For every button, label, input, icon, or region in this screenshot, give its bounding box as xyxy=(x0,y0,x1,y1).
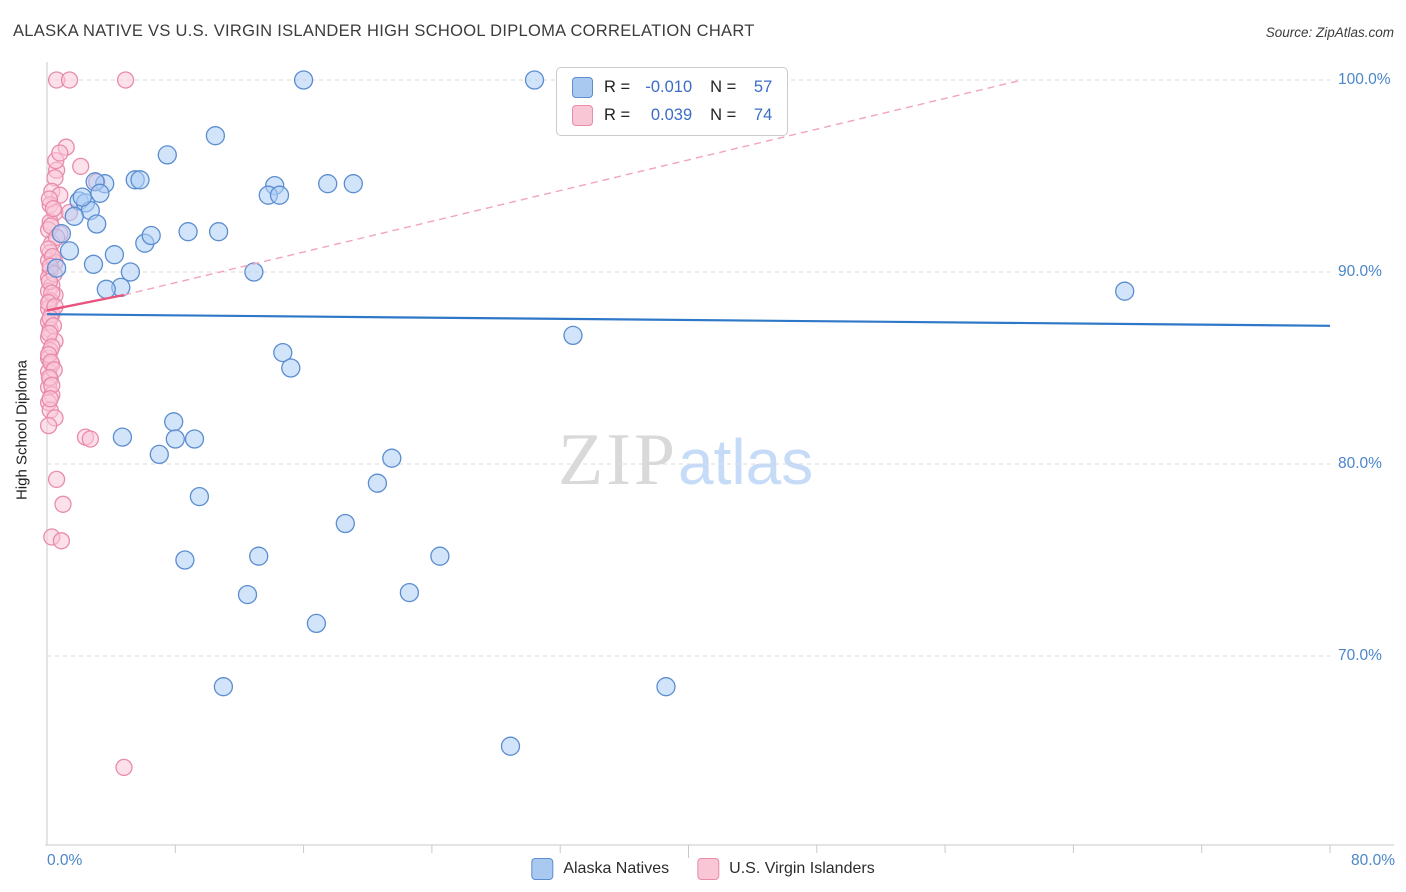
y-axis-title: High School Diploma xyxy=(13,359,31,501)
data-point-blue xyxy=(244,262,264,282)
data-point-blue xyxy=(249,546,269,566)
data-point-blue xyxy=(178,222,198,242)
page-title: ALASKA NATIVE VS U.S. VIRGIN ISLANDER HI… xyxy=(13,22,755,40)
data-point-blue xyxy=(184,429,205,449)
data-point-blue xyxy=(72,187,92,207)
n-label: N = xyxy=(710,106,737,124)
data-point-blue xyxy=(269,185,290,205)
data-point-pink xyxy=(72,157,90,176)
legend-item-virgin-islanders: U.S. Virgin Islanders xyxy=(697,858,875,880)
legend-item-alaska-natives: Alaska Natives xyxy=(531,858,669,880)
data-point-pink xyxy=(44,199,63,218)
data-point-blue xyxy=(382,448,402,468)
data-point-pink xyxy=(39,416,58,435)
data-point-blue xyxy=(399,582,420,603)
trend-line-pink-solid xyxy=(46,293,125,312)
n-value: 57 xyxy=(753,78,773,96)
data-point-pink xyxy=(81,430,99,448)
data-point-blue xyxy=(281,358,301,378)
data-point-blue xyxy=(1115,281,1135,301)
watermark-atlas: atlas xyxy=(678,426,814,498)
data-point-blue xyxy=(96,279,116,299)
x-axis-min-label: 0.0% xyxy=(47,852,83,869)
n-label: N = xyxy=(710,78,737,96)
data-point-pink xyxy=(41,390,59,408)
y-axis-tick-label: 100.0% xyxy=(1338,71,1391,88)
data-point-blue xyxy=(90,183,110,203)
n-value: 74 xyxy=(753,106,773,124)
data-point-blue xyxy=(112,427,133,447)
legend-item-label: Alaska Natives xyxy=(563,860,670,877)
data-point-pink xyxy=(116,71,135,89)
data-point-blue xyxy=(500,736,521,756)
data-point-blue xyxy=(367,473,388,493)
data-point-blue xyxy=(189,486,210,507)
y-axis-tick-label: 90.0% xyxy=(1338,263,1382,280)
data-point-blue xyxy=(563,325,583,346)
data-point-pink xyxy=(115,758,133,777)
r-label: R = xyxy=(604,78,631,96)
data-point-blue xyxy=(157,145,177,165)
data-point-blue xyxy=(213,677,234,697)
watermark-zip: ZIP xyxy=(558,419,678,501)
data-point-pink xyxy=(47,470,66,489)
data-point-blue xyxy=(164,412,184,432)
data-point-pink xyxy=(51,144,69,162)
data-point-blue xyxy=(130,170,150,190)
data-point-blue xyxy=(64,206,84,226)
data-point-blue xyxy=(237,584,258,605)
y-axis-tick-label: 80.0% xyxy=(1338,455,1382,472)
pink-series-swatch xyxy=(697,858,720,880)
blue-series-swatch xyxy=(572,77,593,98)
data-point-blue xyxy=(59,241,80,261)
data-point-blue xyxy=(205,126,226,146)
y-axis-tick-label: 70.0% xyxy=(1338,647,1382,664)
trend-line-blue-solid xyxy=(46,313,1331,327)
data-point-blue xyxy=(430,546,450,566)
data-point-blue xyxy=(46,258,67,278)
data-point-blue xyxy=(141,225,161,246)
x-axis-max-label: 80.0% xyxy=(1351,852,1395,869)
data-point-blue xyxy=(175,550,195,570)
data-point-pink xyxy=(52,532,71,550)
data-point-blue xyxy=(335,513,355,534)
data-point-blue xyxy=(87,214,107,234)
data-point-pink xyxy=(60,71,79,89)
pink-series-swatch xyxy=(572,105,593,126)
data-point-blue xyxy=(318,174,338,194)
data-point-pink xyxy=(54,495,72,513)
r-label: R = xyxy=(604,106,631,124)
legend-row-virgin-islanders: R = 0.039 N = 74 xyxy=(572,105,772,126)
data-point-blue xyxy=(104,245,125,265)
data-point-blue xyxy=(306,613,327,634)
data-point-blue xyxy=(656,677,676,697)
data-point-blue xyxy=(208,222,229,242)
r-value: 0.039 xyxy=(650,106,693,124)
data-point-blue xyxy=(273,342,293,363)
data-point-blue xyxy=(149,444,169,465)
trend-line-pink-dashed xyxy=(123,79,1023,296)
data-point-blue xyxy=(343,174,363,194)
r-value: -0.010 xyxy=(645,78,693,96)
data-point-blue xyxy=(293,70,314,90)
data-point-blue xyxy=(165,429,185,449)
correlation-legend-box: R = -0.010 N = 57 R = 0.039 N = 74 xyxy=(556,67,789,136)
watermark: ZIPatlas xyxy=(558,418,813,503)
blue-series-swatch xyxy=(531,858,554,880)
series-legend: Alaska Natives U.S. Virgin Islanders xyxy=(531,858,875,880)
data-point-blue xyxy=(83,254,104,274)
source-label: Source: ZipAtlas.com xyxy=(1265,25,1394,40)
data-point-blue xyxy=(51,223,72,244)
data-point-blue xyxy=(524,70,545,90)
data-point-blue xyxy=(120,262,141,282)
legend-item-label: U.S. Virgin Islanders xyxy=(729,860,875,877)
legend-row-alaska-natives: R = -0.010 N = 57 xyxy=(572,77,772,98)
